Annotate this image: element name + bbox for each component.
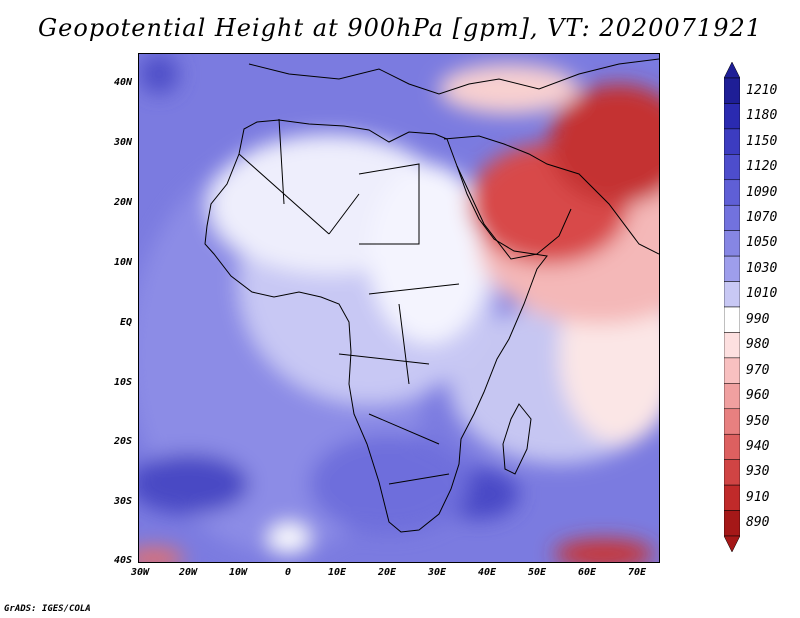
- colorbar-level-label: 1030: [746, 260, 778, 276]
- colorbar-swatch: [724, 281, 740, 308]
- colorbar-swatch: [724, 255, 740, 282]
- grads-credit: GrADS: IGES/COLA: [4, 604, 91, 614]
- colorbar-swatches: [724, 62, 740, 552]
- colorbar-level-label: 1120: [746, 159, 778, 175]
- colorbar-swatch: [724, 459, 740, 486]
- colorbar-swatch: [724, 306, 740, 333]
- colorbar: [724, 62, 740, 552]
- colorbar-level-label: 1210: [746, 82, 778, 98]
- lat-label-20s: 20S: [113, 436, 132, 447]
- lat-label-30s: 30S: [113, 496, 132, 507]
- lon-label-0: 0: [284, 567, 292, 578]
- lat-label-eq: EQ: [119, 317, 132, 328]
- lon-label-30w: 30W: [130, 567, 150, 578]
- colorbar-swatch: [724, 179, 740, 206]
- colorbar-level-label: 940: [746, 438, 770, 454]
- lat-label-10n: 10N: [113, 257, 132, 268]
- colorbar-level-label: 910: [746, 489, 770, 505]
- colorbar-level-label: 1070: [746, 209, 778, 225]
- colorbar-level-label: 980: [746, 337, 770, 353]
- lon-label-10w: 10W: [228, 567, 248, 578]
- lon-label-60e: 60E: [577, 567, 597, 578]
- colorbar-swatch: [724, 103, 740, 130]
- lon-label-70e: 70E: [627, 567, 647, 578]
- map-svg: [139, 54, 659, 562]
- colorbar-level-label: 1180: [746, 108, 778, 124]
- colorbar-swatch: [724, 77, 740, 104]
- colorbar-swatch: [724, 204, 740, 231]
- colorbar-level-label: 990: [746, 311, 770, 327]
- lat-label-40s: 40S: [113, 555, 132, 566]
- lon-label-50e: 50E: [527, 567, 547, 578]
- colorbar-level-label: 1090: [746, 184, 778, 200]
- lat-label-30n: 30N: [113, 137, 132, 148]
- chart-title: Geopotential Height at 900hPa [gpm], VT:…: [38, 14, 762, 42]
- lat-label-20n: 20N: [113, 197, 132, 208]
- lon-label-20w: 20W: [178, 567, 198, 578]
- lon-label-10e: 10E: [327, 567, 347, 578]
- colorbar-level-label: 950: [746, 413, 770, 429]
- colorbar-swatch: [724, 433, 740, 460]
- colorbar-level-label: 970: [746, 362, 770, 378]
- colorbar-level-label: 1050: [746, 235, 778, 251]
- colorbar-swatch: [724, 484, 740, 511]
- lat-label-40n: 40N: [113, 77, 132, 88]
- lon-label-20e: 20E: [377, 567, 397, 578]
- colorbar-swatch: [724, 383, 740, 410]
- height-field: [139, 54, 659, 562]
- colorbar-swatch: [724, 154, 740, 181]
- colorbar-swatch: [724, 408, 740, 435]
- lon-label-40e: 40E: [477, 567, 497, 578]
- lat-label-10s: 10S: [113, 377, 132, 388]
- colorbar-level-label: 960: [746, 388, 770, 404]
- colorbar-level-label: 890: [746, 515, 770, 531]
- coastlines: [204, 58, 659, 533]
- colorbar-swatch: [724, 510, 740, 537]
- map-panel: [138, 53, 660, 563]
- colorbar-swatch: [724, 128, 740, 155]
- colorbar-swatch: [724, 332, 740, 359]
- lon-label-30e: 30E: [427, 567, 447, 578]
- colorbar-swatch: [724, 230, 740, 257]
- colorbar-level-label: 1010: [746, 286, 778, 302]
- colorbar-swatch: [724, 357, 740, 384]
- colorbar-level-label: 930: [746, 464, 770, 480]
- colorbar-bottom-arrow: [724, 535, 740, 552]
- colorbar-level-label: 1150: [746, 133, 778, 149]
- colorbar-top-arrow: [724, 62, 740, 79]
